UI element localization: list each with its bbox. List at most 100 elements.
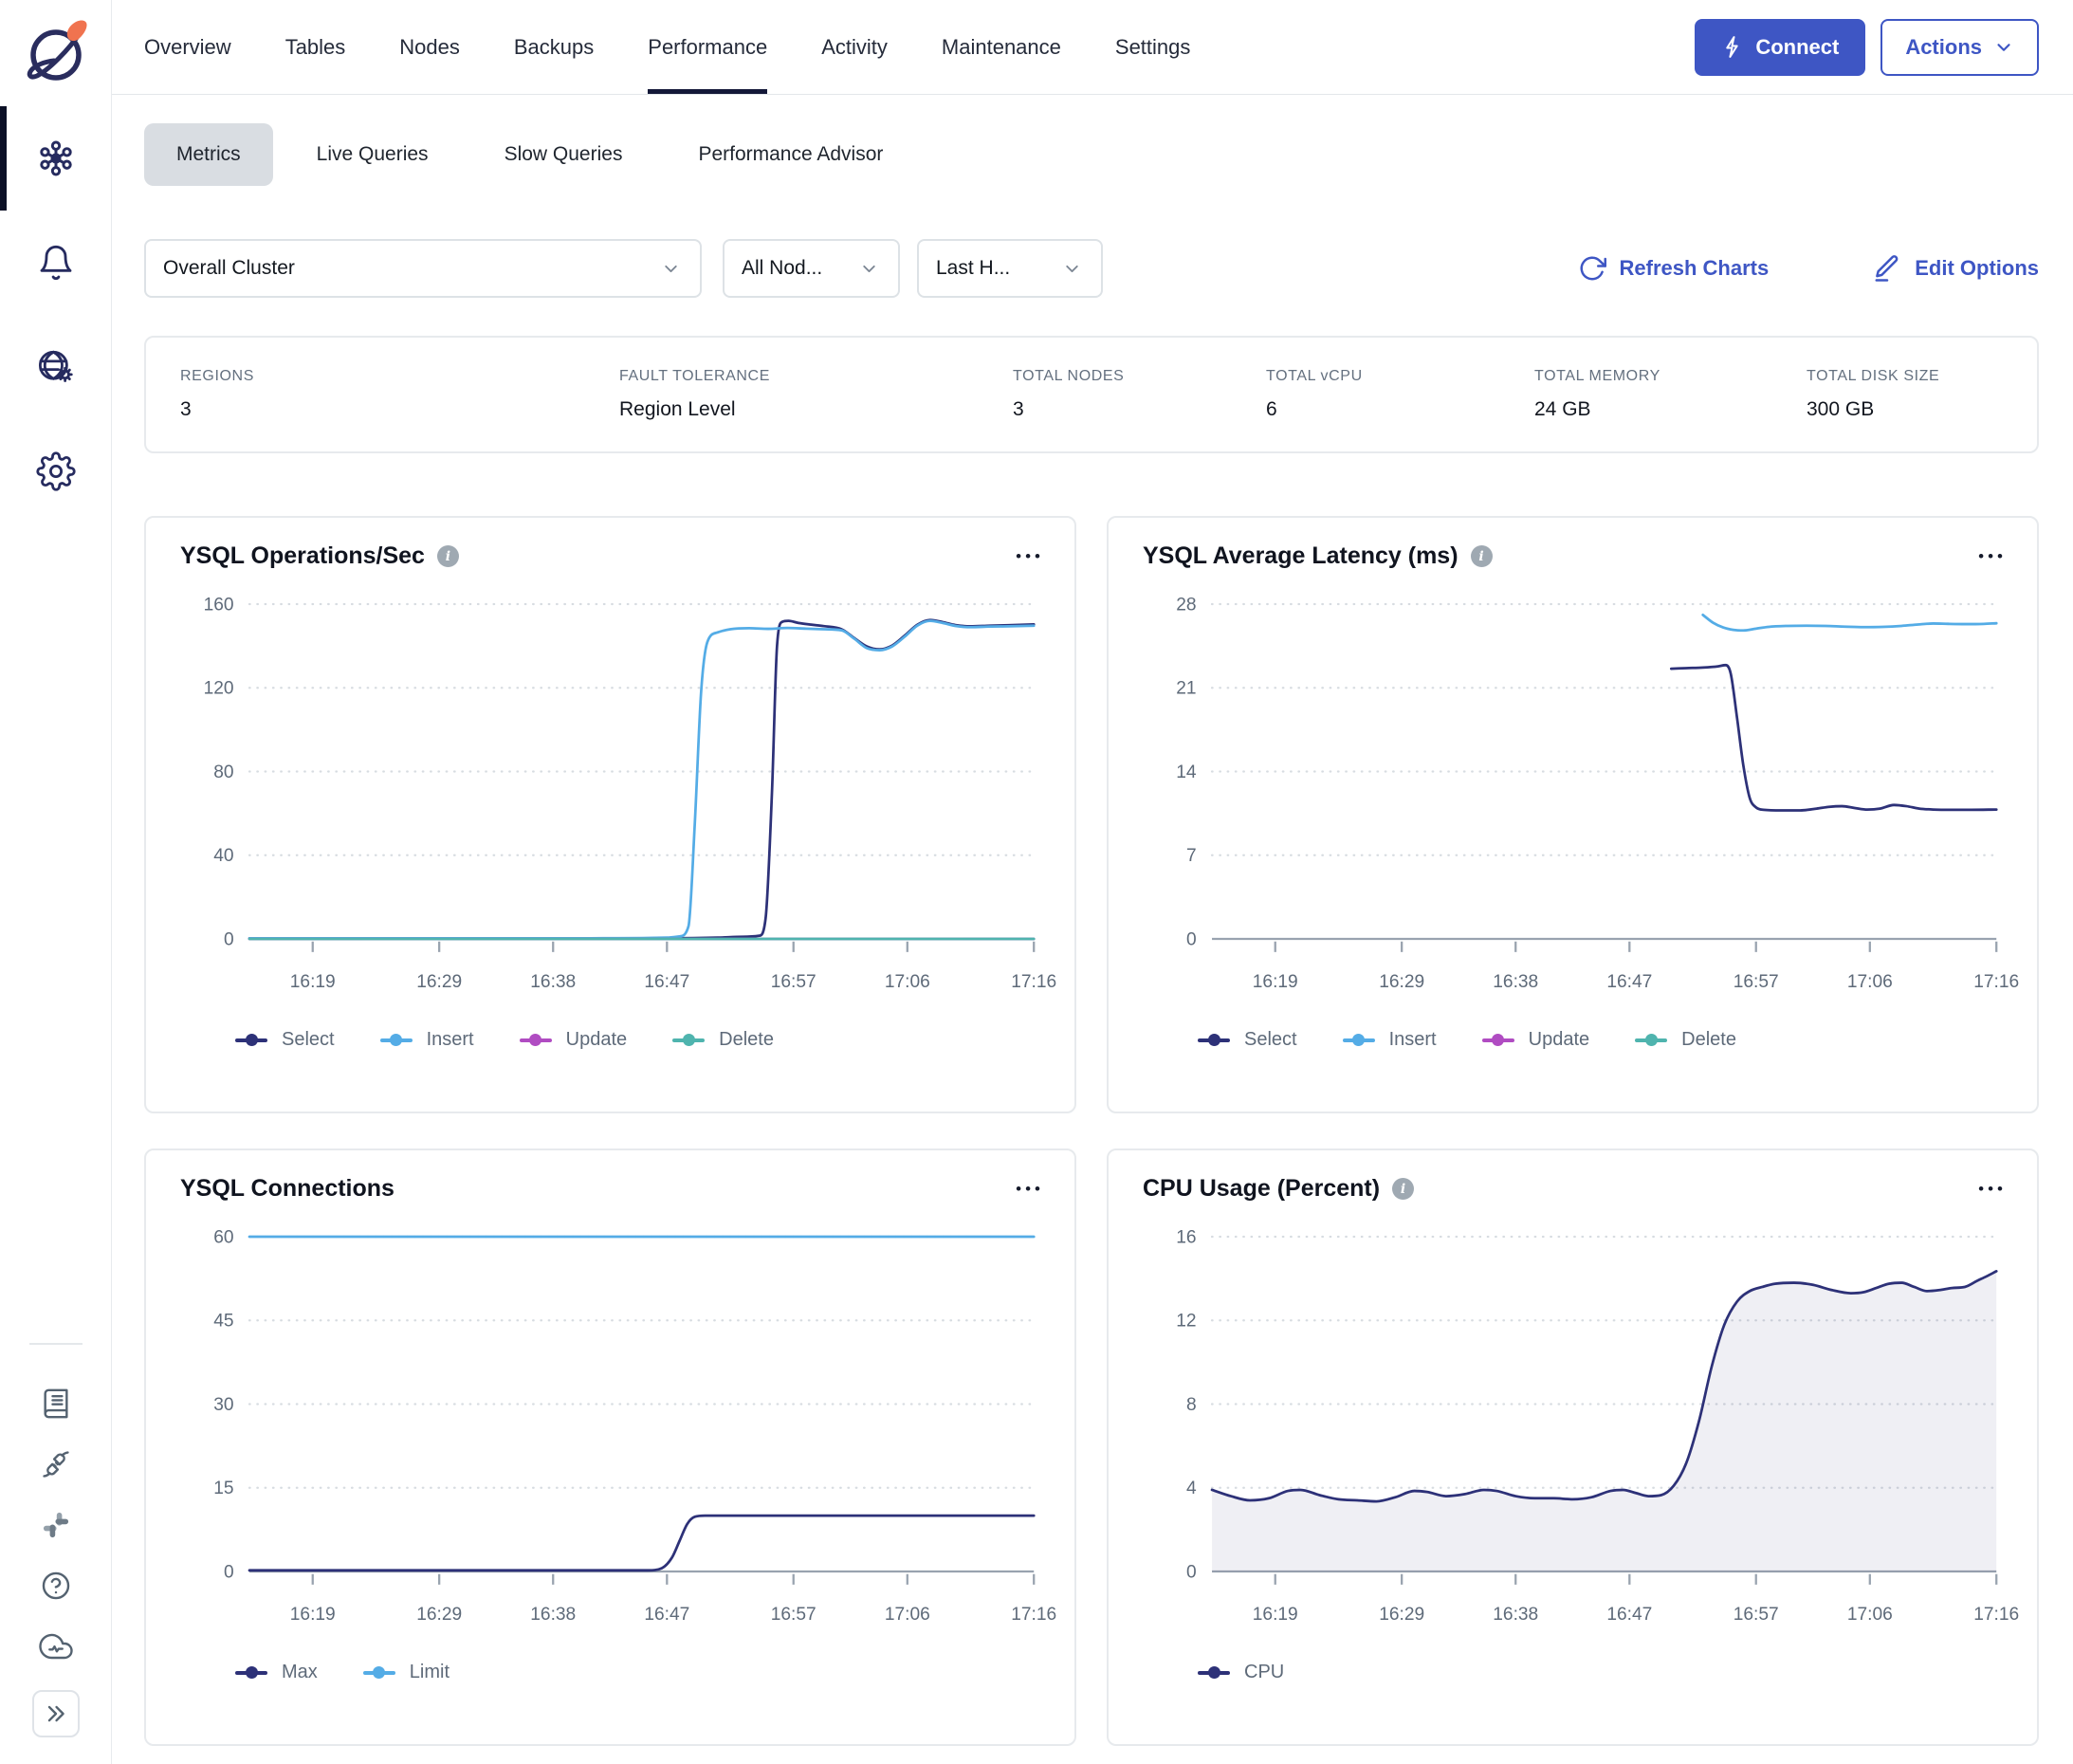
edit-options-label: Edit Options [1915, 256, 2039, 281]
cluster-select[interactable]: Overall Cluster [144, 239, 702, 298]
subtab-metrics[interactable]: Metrics [144, 123, 273, 186]
actions-label: Actions [1905, 35, 1982, 60]
stat-value: 300 GB [1807, 398, 2003, 421]
stat-total-vcpu: TOTAL vCPU 6 [1266, 368, 1534, 421]
stat-fault-tolerance: FAULT TOLERANCE Region Level [619, 368, 1013, 421]
svg-text:4: 4 [1186, 1479, 1197, 1498]
performance-subtabs: Metrics Live Queries Slow Queries Perfor… [144, 123, 2039, 186]
chart-title: CPU Usage (Percent) [1143, 1175, 1380, 1203]
sidebar-item-help[interactable] [0, 1555, 112, 1616]
svg-text:60: 60 [213, 1227, 233, 1247]
subtab-slow-queries[interactable]: Slow Queries [472, 123, 655, 186]
sidebar-item-cloud-status[interactable] [0, 1616, 112, 1677]
svg-text:17:16: 17:16 [1011, 1605, 1056, 1625]
legend-item-select: Select [1198, 1029, 1297, 1051]
svg-text:0: 0 [224, 1562, 234, 1582]
refresh-icon [1578, 254, 1606, 283]
edit-options-link[interactable]: Edit Options [1873, 254, 2039, 283]
cluster-icon [36, 138, 76, 178]
svg-text:16:19: 16:19 [290, 1605, 336, 1625]
performance-content: Metrics Live Queries Slow Queries Perfor… [112, 95, 2073, 1764]
connect-label: Connect [1755, 35, 1839, 60]
chart-card-ysql-latency: YSQL Average Latency (ms) i ••• 07142128… [1107, 516, 2039, 1113]
tab-maintenance[interactable]: Maintenance [942, 0, 1061, 94]
chart-title: YSQL Operations/Sec [180, 542, 425, 570]
svg-text:15: 15 [213, 1479, 233, 1498]
sidebar-item-slack[interactable] [0, 1495, 112, 1555]
node-select[interactable]: All Nod... [723, 239, 900, 298]
tab-tables[interactable]: Tables [285, 0, 346, 94]
legend-label: Max [282, 1662, 318, 1683]
svg-text:17:06: 17:06 [885, 1605, 930, 1625]
svg-text:16:38: 16:38 [1493, 1605, 1538, 1625]
chart-menu-button[interactable]: ••• [1976, 544, 2009, 568]
connect-button[interactable]: Connect [1695, 19, 1865, 76]
chart-canvas[interactable]: 048121616:1916:2916:3816:4716:5717:0617:… [1143, 1214, 2009, 1652]
yugabyte-logo[interactable] [0, 0, 111, 106]
node-select-value: All Nod... [742, 257, 846, 280]
chart-legend: SelectInsertUpdateDelete [1143, 1029, 2009, 1051]
sidebar-bottom-group [0, 1343, 112, 1764]
refresh-charts-link[interactable]: Refresh Charts [1578, 254, 1770, 283]
globe-gear-icon [36, 347, 76, 387]
svg-text:16:38: 16:38 [530, 1605, 576, 1625]
info-icon[interactable]: i [437, 545, 459, 567]
tab-activity[interactable]: Activity [821, 0, 888, 94]
svg-text:16:47: 16:47 [644, 972, 689, 992]
legend-marker [380, 1033, 413, 1047]
legend-label: CPU [1244, 1662, 1284, 1683]
svg-text:16:47: 16:47 [1606, 1605, 1652, 1625]
time-range-select[interactable]: Last H... [917, 239, 1103, 298]
chart-canvas[interactable]: 01530456016:1916:2916:3816:4716:5717:061… [180, 1214, 1046, 1652]
tab-performance[interactable]: Performance [648, 0, 767, 94]
legend-label: Select [1244, 1029, 1297, 1051]
stat-value: Region Level [619, 398, 1013, 421]
legend-marker [235, 1033, 267, 1047]
top-actions: Connect Actions [1695, 19, 2039, 76]
sidebar-item-clusters[interactable] [0, 106, 112, 211]
stat-label: TOTAL vCPU [1266, 368, 1534, 385]
subtab-performance-advisor[interactable]: Performance Advisor [666, 123, 915, 186]
chart-canvas[interactable]: 0408012016016:1916:2916:3816:4716:5717:0… [180, 581, 1046, 1020]
chevron-down-icon [859, 259, 879, 279]
filter-row: Overall Cluster All Nod... Last H... [144, 239, 2039, 298]
svg-text:0: 0 [1186, 929, 1197, 949]
chart-legend: SelectInsertUpdateDelete [180, 1029, 1046, 1051]
charts-grid: YSQL Operations/Sec i ••• 0408012016016:… [144, 516, 2039, 1746]
sidebar-item-alerts[interactable] [0, 211, 112, 315]
cluster-tabs: Overview Tables Nodes Backups Performanc… [144, 0, 1190, 94]
stat-label: TOTAL MEMORY [1534, 368, 1807, 385]
chart-card-ysql-operations: YSQL Operations/Sec i ••• 0408012016016:… [144, 516, 1076, 1113]
subtab-live-queries[interactable]: Live Queries [284, 123, 461, 186]
top-navigation: Overview Tables Nodes Backups Performanc… [112, 0, 2073, 95]
chevron-down-icon [661, 259, 681, 279]
chart-menu-button[interactable]: ••• [1014, 1177, 1046, 1201]
tab-settings[interactable]: Settings [1115, 0, 1191, 94]
tab-overview[interactable]: Overview [144, 0, 231, 94]
svg-text:120: 120 [204, 679, 234, 699]
legend-item-delete: Delete [672, 1029, 774, 1051]
chart-legend: MaxLimit [180, 1662, 1046, 1683]
main-area: Overview Tables Nodes Backups Performanc… [112, 0, 2073, 1764]
sidebar-item-settings[interactable] [0, 419, 112, 524]
actions-button[interactable]: Actions [1880, 19, 2039, 76]
sidebar-item-regions[interactable] [0, 315, 112, 419]
tab-backups[interactable]: Backups [514, 0, 594, 94]
sidebar-item-integrations[interactable] [0, 1434, 112, 1495]
chart-canvas[interactable]: 0714212816:1916:2916:3816:4716:5717:0617… [1143, 581, 2009, 1020]
app-root: Overview Tables Nodes Backups Performanc… [0, 0, 2073, 1764]
info-icon[interactable]: i [1392, 1178, 1414, 1200]
tab-nodes[interactable]: Nodes [399, 0, 460, 94]
stat-regions: REGIONS 3 [180, 368, 619, 421]
gear-icon [36, 451, 76, 491]
sidebar-item-documentation[interactable] [0, 1373, 112, 1434]
chart-title: YSQL Connections [180, 1175, 394, 1203]
legend-label: Update [566, 1029, 628, 1051]
info-icon[interactable]: i [1471, 545, 1493, 567]
chart-menu-button[interactable]: ••• [1976, 1177, 2009, 1201]
stat-total-nodes: TOTAL NODES 3 [1013, 368, 1266, 421]
bell-icon [37, 244, 75, 282]
planet-logo-icon [20, 17, 92, 89]
chart-menu-button[interactable]: ••• [1014, 544, 1046, 568]
sidebar-expand-button[interactable] [32, 1690, 80, 1737]
